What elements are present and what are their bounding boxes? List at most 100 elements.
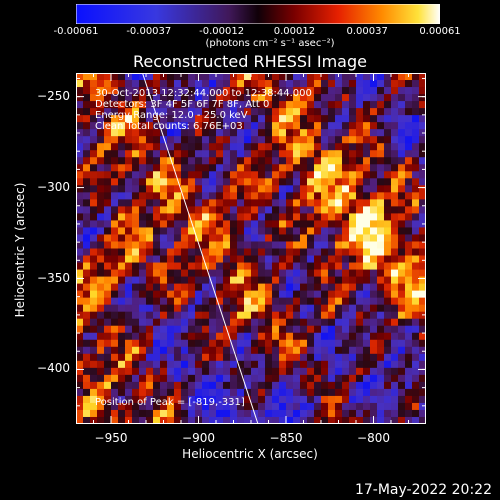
heatmap-cell — [419, 367, 426, 376]
heatmap-cell — [363, 311, 371, 320]
heatmap-cell — [293, 325, 301, 334]
heatmap-cell — [153, 353, 161, 362]
heatmap-cell — [398, 374, 406, 383]
heatmap-cell — [356, 325, 364, 334]
heatmap-cell — [412, 255, 420, 264]
heatmap-cell — [244, 115, 252, 123]
heatmap-cell — [258, 402, 266, 411]
heatmap-cell — [363, 206, 371, 214]
heatmap-cell — [370, 269, 378, 278]
heatmap-cell — [335, 318, 343, 327]
heatmap-cell — [237, 157, 245, 165]
heatmap-cell — [146, 178, 154, 186]
heatmap-cell — [244, 332, 252, 341]
heatmap-cell — [125, 332, 133, 341]
heatmap-cell — [412, 122, 420, 130]
heatmap-cell — [125, 325, 133, 334]
heatmap-cell — [377, 402, 385, 411]
heatmap-cell — [300, 136, 308, 144]
heatmap-cell — [209, 199, 217, 207]
heatmap-cell — [125, 185, 133, 193]
heatmap-cell — [188, 395, 196, 404]
heatmap-cell — [125, 94, 133, 102]
heatmap-cell — [370, 115, 378, 123]
heatmap-cell — [363, 129, 371, 137]
heatmap-cell — [342, 94, 350, 102]
heatmap-cell — [349, 346, 357, 355]
heatmap-cell — [244, 171, 252, 179]
heatmap-cell — [279, 332, 287, 341]
heatmap-cell — [419, 325, 426, 334]
heatmap-cell — [370, 262, 378, 271]
heatmap-cell — [342, 241, 350, 250]
heatmap-cell — [104, 178, 112, 186]
heatmap-cell — [377, 346, 385, 355]
heatmap-cell — [412, 318, 420, 327]
heatmap-cell — [209, 192, 217, 200]
heatmap-cell — [356, 353, 364, 362]
heatmap-cell — [349, 227, 357, 236]
heatmap-cell — [265, 115, 273, 123]
heatmap-cell — [419, 136, 426, 144]
heatmap-cell — [321, 304, 329, 313]
heatmap-cell — [398, 409, 406, 418]
heatmap-cell — [83, 325, 91, 334]
heatmap-cell — [153, 199, 161, 207]
heatmap-cell — [188, 388, 196, 397]
heatmap-cell — [104, 353, 112, 362]
y-tick-label: −350 — [37, 270, 70, 285]
heatmap-cell — [328, 283, 336, 292]
heatmap-cell — [167, 332, 175, 341]
heatmap-cell — [76, 136, 84, 144]
heatmap-cell — [167, 290, 175, 299]
heatmap-cell — [104, 311, 112, 320]
heatmap-cell — [216, 367, 224, 376]
heatmap-cell — [419, 318, 426, 327]
heatmap-cell — [300, 199, 308, 207]
heatmap-cell — [202, 346, 210, 355]
heatmap-cell — [160, 262, 168, 271]
heatmap-cell — [188, 80, 196, 88]
heatmap-cell — [307, 94, 315, 102]
colorbar-tick-label: 0.00061 — [419, 26, 461, 37]
heatmap-cell — [111, 150, 119, 158]
heatmap-cell — [286, 269, 294, 278]
heatmap-cell — [83, 255, 91, 264]
heatmap-cell — [90, 115, 98, 123]
heatmap-cell — [356, 283, 364, 292]
heatmap-cell — [181, 332, 189, 341]
heatmap-cell — [209, 381, 217, 390]
heatmap-cell — [272, 164, 280, 172]
heatmap-cell — [300, 248, 308, 257]
heatmap-cell — [321, 290, 329, 299]
heatmap-cell — [195, 402, 203, 411]
heatmap-cell — [349, 304, 357, 313]
heatmap-cell — [335, 122, 343, 130]
annotation-clean: Clean Total counts: 6.76E+03 — [95, 121, 243, 132]
heatmap-cell — [314, 129, 322, 137]
heatmap-cell — [188, 94, 196, 102]
heatmap-cell — [97, 80, 105, 88]
heatmap-cell — [405, 262, 413, 271]
heatmap-cell — [83, 108, 91, 116]
heatmap-cell — [230, 388, 238, 397]
heatmap-cell — [286, 213, 294, 222]
heatmap-cell — [146, 248, 154, 257]
heatmap-cell — [223, 150, 231, 158]
heatmap-cell — [300, 206, 308, 214]
heatmap-cell — [202, 143, 210, 151]
heatmap-cell — [293, 136, 301, 144]
heatmap-cell — [118, 332, 126, 341]
heatmap-cell — [132, 115, 140, 123]
heatmap-cell — [188, 276, 196, 285]
heatmap-cell — [342, 164, 350, 172]
heatmap-cell — [125, 87, 133, 95]
heatmap-cell — [391, 360, 399, 369]
heatmap-cell — [398, 101, 406, 109]
heatmap-cell — [405, 150, 413, 158]
heatmap-cell — [370, 381, 378, 390]
heatmap-cell — [97, 332, 105, 341]
heatmap-cell — [125, 108, 133, 116]
heatmap-cell — [132, 87, 140, 95]
heatmap-cell — [230, 402, 238, 411]
